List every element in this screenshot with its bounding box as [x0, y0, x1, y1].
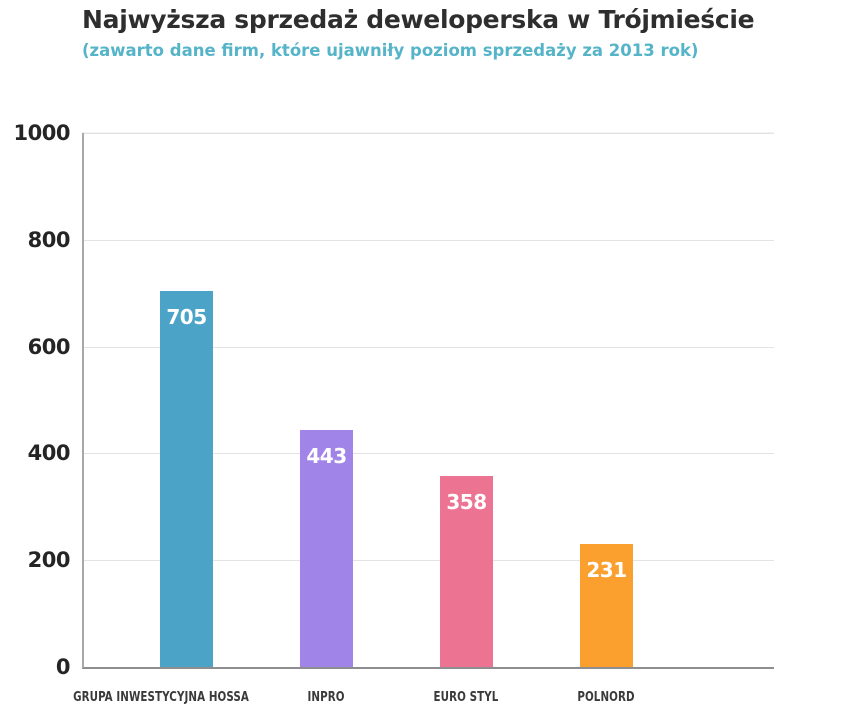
chart-title: Najwyższa sprzedaż deweloperska w Trójmi…	[82, 5, 755, 34]
bar-value-label: 443	[306, 444, 347, 469]
bar-euro-styl[interactable]: 358	[440, 475, 493, 667]
gridline-800	[84, 239, 774, 241]
y-tick-200: 200	[27, 548, 71, 573]
bar-inpro[interactable]: 443	[300, 430, 353, 667]
bar-grupa-inwestycyjna-hossa[interactable]: 705	[160, 290, 213, 667]
y-tick-600: 600	[27, 334, 71, 359]
x-axis-labels: GRUPA INWESTYCYJNA HOSSA INPRO EURO STYL…	[73, 690, 772, 716]
y-tick-400: 400	[27, 441, 71, 466]
x-tick-label-grupa-inwestycyjna-hossa: GRUPA INWESTYCYJNA HOSSA	[73, 690, 249, 705]
bars-layer: 705 443 358 231	[82, 133, 772, 667]
bar-value-label: 705	[166, 304, 207, 329]
x-tick-label-euro-styl: EURO STYL	[433, 690, 499, 705]
gridline-1000	[84, 133, 774, 134]
gridline-200	[84, 560, 774, 562]
y-tick-1000: 1000	[13, 121, 71, 145]
title-block: Najwyższa sprzedaż deweloperska w Trójmi…	[82, 4, 802, 63]
bar-polnord[interactable]: 231	[580, 543, 633, 667]
x-tick-label-polnord: POLNORD	[577, 690, 635, 705]
x-tick-label-inpro: INPRO	[307, 690, 345, 705]
gridline-600	[84, 346, 774, 348]
y-axis-ticks: 1000 800 600 400 200 0	[0, 121, 71, 679]
y-tick-0: 0	[55, 655, 71, 679]
y-tick-800: 800	[27, 227, 71, 252]
bar-value-label: 358	[446, 489, 487, 514]
plot-top-edge	[82, 132, 774, 133]
gridline-400	[84, 453, 774, 455]
bar-value-label: 231	[586, 557, 627, 582]
chart-subtitle: (zawarto dane firm, które ujawniły pozio…	[82, 41, 699, 60]
